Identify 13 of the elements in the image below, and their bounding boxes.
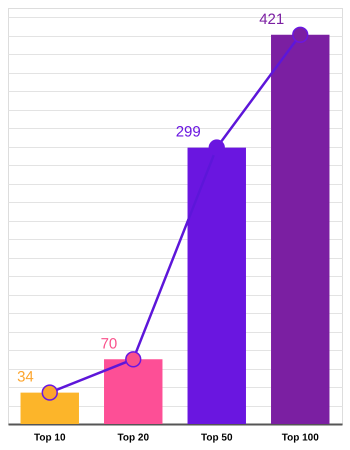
- point: [292, 26, 308, 43]
- x-tick-label: Top 20: [118, 432, 150, 444]
- point: [125, 351, 142, 368]
- point: [208, 139, 225, 156]
- bar: [20, 392, 79, 424]
- x-tick-label: Top 10: [34, 432, 66, 444]
- point: [42, 384, 58, 401]
- data-label: 70: [100, 335, 118, 352]
- data-label: 34: [17, 368, 34, 386]
- x-tick-label: Top 50: [201, 432, 233, 444]
- data-label: 299: [176, 124, 201, 141]
- x-tick-label: Top 100: [282, 432, 320, 444]
- data-label: 421: [259, 10, 284, 28]
